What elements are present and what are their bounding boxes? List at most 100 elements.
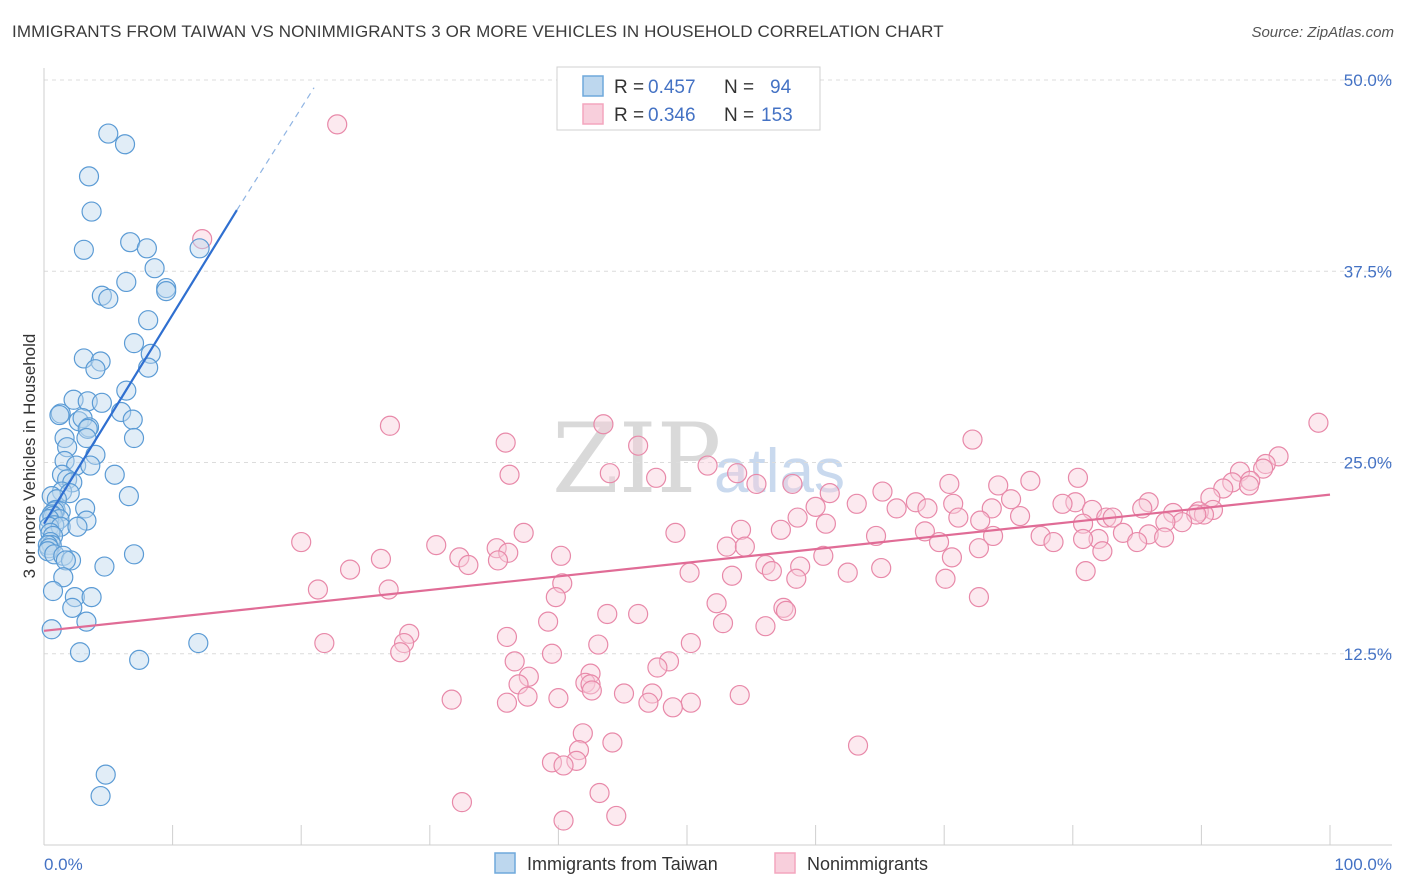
nonimmigrant-point bbox=[606, 805, 627, 827]
nonimmigrant-point bbox=[495, 432, 516, 453]
taiwan-point bbox=[62, 597, 83, 618]
nonimmigrant-point bbox=[580, 674, 601, 695]
nonimmigrant-point bbox=[370, 548, 392, 569]
nonimmigrant-point bbox=[378, 579, 399, 600]
nonimmigrant-point bbox=[580, 663, 601, 684]
nonimmigrant-point bbox=[538, 611, 559, 632]
bottom-legend-label-nonimmigrants: Nonimmigrants bbox=[807, 854, 928, 874]
source-credit: Source: ZipAtlas.com bbox=[1251, 24, 1394, 41]
nonimmigrant-point bbox=[1253, 458, 1274, 479]
nonimmigrant-point bbox=[545, 587, 566, 608]
taiwan-point bbox=[76, 611, 97, 632]
legend-swatch-nonimmigrants bbox=[582, 103, 604, 125]
taiwan-point bbox=[85, 359, 106, 380]
taiwan-point bbox=[123, 333, 145, 354]
taiwan-point bbox=[42, 580, 64, 602]
nonimmigrant-point bbox=[1067, 467, 1089, 488]
nonimmigrant-point bbox=[553, 755, 574, 776]
nonimmigrant-point bbox=[1138, 524, 1159, 545]
legend-r-value-taiwan: 0.457 bbox=[648, 77, 696, 98]
nonimmigrant-point bbox=[1172, 512, 1193, 533]
nonimmigrant-point bbox=[504, 651, 525, 672]
nonimmigrant-point bbox=[572, 723, 593, 744]
taiwan-point bbox=[60, 550, 82, 571]
taiwan-point bbox=[114, 134, 136, 155]
nonimmigrant-point bbox=[773, 597, 794, 618]
nonimmigrant-point bbox=[399, 623, 420, 644]
taiwan-point bbox=[50, 403, 71, 424]
taiwan-point bbox=[81, 587, 102, 608]
trend-lines bbox=[43, 87, 1331, 632]
nonimmigrant-point bbox=[962, 429, 983, 450]
nonimmigrant-point bbox=[499, 464, 520, 485]
nonimmigrant-point bbox=[1238, 475, 1260, 496]
nonimmigrant-point bbox=[1268, 446, 1289, 467]
taiwan-point bbox=[144, 258, 165, 279]
bottom-legend-swatch-taiwan bbox=[494, 852, 516, 874]
taiwan-point bbox=[104, 464, 125, 485]
taiwan-point bbox=[67, 516, 88, 537]
nonimmigrant-point bbox=[727, 463, 748, 484]
nonimmigrant-point bbox=[721, 565, 743, 586]
taiwan-point bbox=[98, 288, 119, 309]
nonimmigrant-point bbox=[426, 535, 447, 556]
nonimmigrant-point bbox=[1065, 492, 1086, 513]
taiwan-point bbox=[136, 238, 157, 259]
nonimmigrant-point bbox=[837, 562, 858, 583]
series-legend: Immigrants from Taiwan Nonimmigrants bbox=[494, 852, 928, 874]
nonimmigrant-point bbox=[451, 792, 473, 813]
nonimmigrant-point bbox=[815, 513, 836, 534]
nonimmigrant-point bbox=[597, 603, 618, 625]
nonimmigrant-point bbox=[730, 519, 752, 540]
nonimmigrant-point bbox=[917, 498, 938, 519]
legend-r-label-taiwan: R = bbox=[614, 77, 644, 98]
nonimmigrant-point bbox=[327, 114, 348, 135]
nonimmigrant-point bbox=[680, 632, 701, 654]
x-tick-label-max: 100.0% bbox=[1334, 855, 1392, 874]
taiwan-point bbox=[116, 271, 137, 293]
nonimmigrant-point bbox=[679, 562, 700, 583]
taiwan-point bbox=[118, 486, 139, 507]
bottom-legend-swatch-nonimmigrants bbox=[774, 852, 796, 874]
legend-n-value-nonimmigrants: 153 bbox=[761, 105, 793, 126]
nonimmigrant-point bbox=[665, 522, 686, 543]
nonimmigrant-point bbox=[390, 642, 411, 663]
nonimmigrant-point bbox=[1088, 528, 1109, 550]
taiwan-point bbox=[55, 550, 76, 571]
nonimmigrant-point bbox=[566, 750, 587, 771]
nonimmigrant-point bbox=[589, 782, 610, 804]
taiwan-point bbox=[122, 409, 143, 430]
nonimmigrant-point bbox=[496, 626, 518, 648]
nonimmigrant-point bbox=[813, 545, 834, 566]
y-tick-labels: 12.5% 25.0% 37.5% 50.0% bbox=[1344, 71, 1392, 664]
nonimmigrant-point bbox=[939, 473, 960, 495]
nonimmigrant-point bbox=[314, 632, 335, 654]
taiwan-point bbox=[90, 785, 111, 807]
nonimmigrant-point bbox=[706, 593, 727, 614]
taiwan-point bbox=[156, 281, 177, 302]
nonimmigrant-point bbox=[712, 613, 734, 634]
x-tick-label-min: 0.0% bbox=[44, 855, 83, 874]
nonimmigrants-trend-line bbox=[43, 493, 1331, 632]
nonimmigrant-point bbox=[981, 498, 1002, 519]
nonimmigrant-point bbox=[847, 735, 869, 756]
stats-legend: R = 0.457 N = 94 R = 0.346 N = 153 bbox=[556, 66, 821, 131]
nonimmigrant-point bbox=[513, 522, 534, 543]
nonimmigrant-point bbox=[786, 568, 807, 589]
nonimmigrant-point bbox=[734, 536, 755, 557]
nonimmigrant-point bbox=[935, 568, 956, 589]
nonimmigrant-point bbox=[1308, 412, 1329, 433]
taiwan-point bbox=[78, 166, 100, 187]
nonimmigrant-point bbox=[638, 692, 659, 713]
watermark-atlas: atlas bbox=[714, 437, 845, 506]
taiwan-point bbox=[138, 310, 159, 331]
nonimmigrant-point bbox=[886, 498, 907, 519]
taiwan-point bbox=[49, 404, 70, 426]
nonimmigrant-point bbox=[628, 435, 649, 456]
nonimmigrant-point bbox=[697, 455, 718, 476]
nonimmigrant-point bbox=[819, 483, 840, 504]
taiwan-point bbox=[98, 123, 119, 144]
nonimmigrant-point bbox=[1092, 541, 1113, 562]
nonimmigrant-point bbox=[970, 510, 991, 531]
